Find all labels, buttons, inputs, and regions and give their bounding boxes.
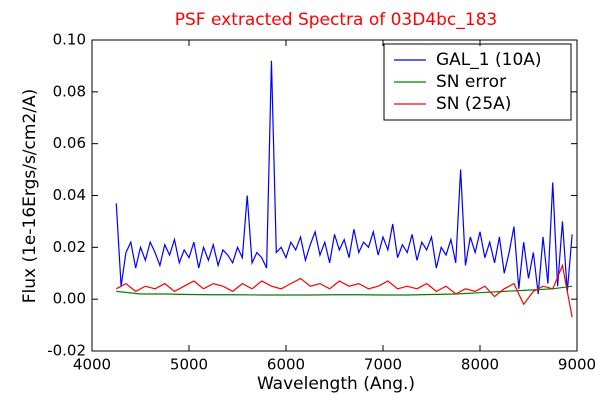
- x-tick-label: 6000: [267, 356, 305, 374]
- y-tick-label: 0.02: [53, 238, 86, 256]
- x-tick-label: 7000: [364, 356, 402, 374]
- y-tick-label: 0.06: [53, 134, 86, 152]
- y-tick-label: 0.08: [53, 82, 86, 100]
- x-tick-label: 9000: [558, 356, 596, 374]
- legend-label: SN (25A): [436, 94, 511, 114]
- plot-lines: [115, 60, 573, 318]
- y-axis-label: Flux (1e-16Ergs/s/cm2/A): [20, 89, 40, 304]
- series-line: [115, 60, 573, 295]
- legend-label: SN error: [436, 72, 506, 92]
- x-axis-label: Wavelength (Ang.): [257, 374, 415, 394]
- series-line: [115, 263, 573, 318]
- legend-label: GAL_1 (10A): [436, 50, 542, 70]
- y-tick-label: 0.10: [53, 31, 86, 49]
- chart-title: PSF extracted Spectra of 03D4bc_183: [175, 10, 497, 30]
- y-tick-label: 0.04: [53, 186, 86, 204]
- x-tick-label: 4000: [73, 356, 111, 374]
- x-tick-label: 5000: [170, 356, 208, 374]
- y-tick-label: 0.00: [53, 290, 86, 308]
- x-tick-label: 8000: [461, 356, 499, 374]
- y-tick-label: -0.02: [47, 342, 86, 360]
